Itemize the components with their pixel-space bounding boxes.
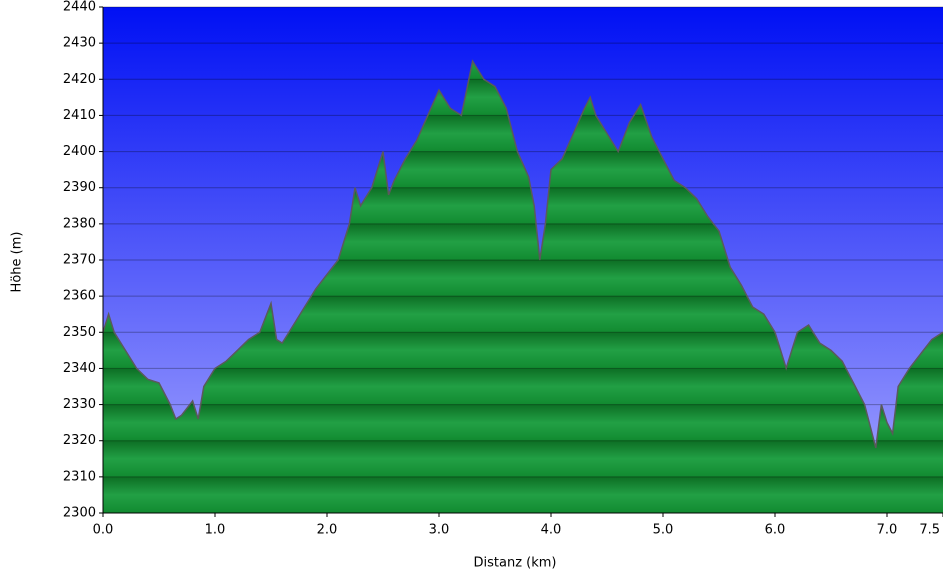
y-tick-label: 2380 xyxy=(63,216,96,231)
y-tick-label: 2410 xyxy=(63,108,96,123)
y-tick-label: 2430 xyxy=(63,36,96,51)
x-tick-label: 6.0 xyxy=(765,523,786,538)
y-tick-label: 2440 xyxy=(63,0,96,15)
y-tick-label: 2350 xyxy=(63,325,96,340)
y-axis-label: Höhe (m) xyxy=(10,232,25,293)
y-tick-label: 2400 xyxy=(63,144,96,159)
y-tick-label: 2320 xyxy=(63,433,96,448)
x-tick-label: 3.0 xyxy=(429,523,450,538)
x-tick-label: 4.0 xyxy=(541,523,562,538)
y-tick-label: 2300 xyxy=(63,506,96,521)
x-tick-label: 7.0 xyxy=(877,523,898,538)
profile-line xyxy=(102,59,943,449)
area xyxy=(103,61,943,513)
y-tick-label: 2310 xyxy=(63,469,96,484)
x-tick-label: 2.0 xyxy=(317,523,338,538)
y-tick-label: 2360 xyxy=(63,289,96,304)
y-tick-label: 2330 xyxy=(63,397,96,412)
y-tick-label: 2340 xyxy=(63,361,96,376)
x-axis-label: Distanz (km) xyxy=(474,556,557,571)
x-tick-label: 7.5 xyxy=(919,523,940,538)
y-tick-label: 2390 xyxy=(63,180,96,195)
y-tick-label: 2370 xyxy=(63,253,96,268)
y-tick-label: 2420 xyxy=(63,72,96,87)
x-tick-label: 5.0 xyxy=(653,523,674,538)
x-tick-label: 1.0 xyxy=(205,523,226,538)
x-tick-label: 0.0 xyxy=(93,523,114,538)
